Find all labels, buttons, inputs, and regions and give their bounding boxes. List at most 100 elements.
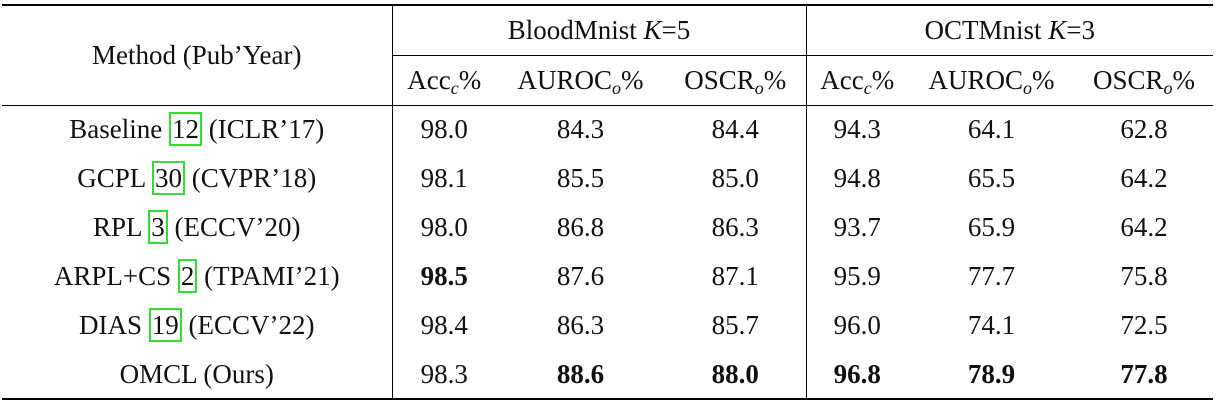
value-cell: 85.7 [711,310,759,340]
table-row: OMCL (Ours) 98.3 88.6 88.0 96.8 78.9 77.8 [2,350,1213,399]
column-subscript: o [1163,77,1173,98]
value-cell: 98.0 [391,203,496,252]
table-row: ARPL+CS 2 (TPAMI’21) 98.5 87.6 87.1 95.9 77.7… [2,252,1213,301]
column-subscript: c [450,77,459,98]
value-cell: 98.4 [391,301,496,350]
column-name: AUROC [928,64,1023,95]
method-cell: DIAS 19 (ECCV’22) [2,301,392,350]
method-header: Method (Pub’Year) [2,5,392,106]
value-cell: 98.1 [391,154,496,203]
value-cell: 87.1 [711,261,759,291]
column-subscript: c [863,77,872,98]
column-name: AUROC [517,64,612,95]
column-unit: % [763,64,787,95]
value-cell: 93.7 [805,203,908,252]
value-cell: 64.2 [1120,163,1168,193]
column-name: OSCR [684,64,755,95]
table-row: DIAS 19 (ECCV’22) 98.4 86.3 85.7 96.0 74.1 72.… [2,301,1213,350]
value-cell: 88.6 [556,358,605,389]
venue: (CVPR’18) [191,163,317,193]
venue: (Ours) [203,358,274,389]
column-header-row: Accc% AUROCo% OSCRo% Accc% AUROCo% OSCRo% [2,55,1213,105]
citation: 19 [148,308,182,342]
value-cell: 78.9 [967,358,1016,389]
results-table: Method (Pub’Year) BloodMnist K=5 OCTMnis… [2,4,1213,400]
value-cell: 98.3 [391,350,496,399]
k-value: =3 [1066,14,1096,45]
value-cell: 98.0 [391,105,496,154]
method-name: GCPL [77,163,146,193]
method-cell: RPL 3 (ECCV’20) [2,203,392,252]
group-header: BloodMnist K=5 [391,5,806,56]
column-name: Acc [820,64,864,95]
value-cell: 64.2 [1120,212,1168,242]
value-cell: 98.5 [391,252,496,301]
citation: 30 [152,161,185,195]
venue: (TPAMI’21) [204,261,340,291]
column-subscript: o [1023,77,1032,98]
value-cell: 86.3 [711,212,759,242]
value-cell: 75.8 [1120,261,1168,291]
column-unit: % [1032,64,1055,95]
value-cell: 84.4 [711,114,759,145]
method-cell: Baseline 12 (ICLR’17) [2,105,392,154]
k-value: =5 [661,14,691,45]
value-cell: 72.5 [1120,310,1168,340]
value-cell: 64.1 [967,114,1016,145]
value-cell: 86.8 [556,212,605,242]
citation: 12 [169,112,202,147]
venue: (ICLR’17) [208,114,325,145]
value-cell: 86.3 [556,310,605,340]
table-row: RPL 3 (ECCV’20) 98.0 86.8 86.3 93.7 65.9 64.2 [2,203,1213,252]
venue: (ECCV’20) [174,212,301,242]
method-name: Baseline [69,114,163,145]
value-cell: 74.1 [967,310,1016,340]
value-cell: 84.3 [556,114,605,145]
method-cell: GCPL 30 (CVPR’18) [2,154,392,203]
column-unit: % [621,64,644,95]
method-cell: ARPL+CS 2 (TPAMI’21) [2,252,392,301]
value-cell: 95.9 [805,252,908,301]
value-cell: 88.0 [711,358,759,389]
column-header: AUROCo% [908,55,1075,105]
value-cell: 77.8 [1120,358,1168,389]
column-unit: % [871,64,895,95]
method-name: RPL [93,212,142,242]
citation: 2 [177,259,198,293]
method-name: OMCL [119,358,197,389]
column-header: OSCRo% [1075,55,1213,105]
column-header: OSCRo% [665,55,806,105]
column-header: Accc% [391,55,496,105]
table-row: GCPL 30 (CVPR’18) 98.1 85.5 85.0 94.8 65.5 64.… [2,154,1213,203]
value-cell: 96.8 [805,350,908,399]
group-name: OCTMnist [924,14,1042,45]
group-name: BloodMnist [507,14,637,45]
column-unit: % [1172,64,1196,95]
table-body: Baseline 12 (ICLR’17) 98.0 84.3 84.4 94.3 64.… [2,105,1213,399]
value-cell: 85.5 [556,163,605,193]
value-cell: 96.0 [805,301,908,350]
method-name: ARPL+CS [53,261,172,291]
column-header: AUROCo% [496,55,665,105]
citation: 3 [148,210,168,244]
value-cell: 62.8 [1120,114,1168,145]
column-unit: % [458,64,482,95]
value-cell: 85.0 [711,163,759,193]
venue: (ECCV’22) [188,310,315,340]
value-cell: 65.9 [967,212,1016,242]
k-symbol: K [643,14,662,45]
column-name: Acc [407,64,451,95]
value-cell: 65.5 [967,163,1016,193]
table-row: Baseline 12 (ICLR’17) 98.0 84.3 84.4 94.3 64.… [2,105,1213,154]
table-head: Method (Pub’Year) BloodMnist K=5 OCTMnis… [2,5,1213,106]
method-name: DIAS [79,310,143,340]
value-cell: 87.6 [556,261,605,291]
k-symbol: K [1048,14,1067,45]
column-header: Accc% [805,55,908,105]
group-header: OCTMnist K=3 [805,5,1213,56]
value-cell: 77.7 [967,261,1016,291]
method-cell: OMCL (Ours) [2,350,392,399]
column-subscript: o [612,77,621,98]
column-subscript: o [754,77,764,98]
